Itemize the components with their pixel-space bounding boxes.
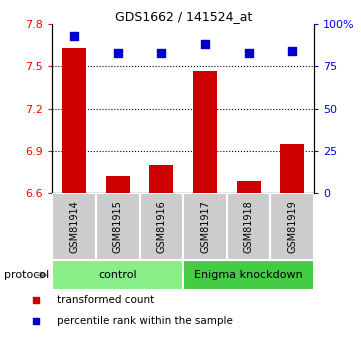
Point (202, 42, 208, 47)
Bar (149, 165, 173, 193)
Text: GSM81915: GSM81915 (113, 200, 123, 253)
Bar (96, 193, 140, 260)
Bar (193, 71, 217, 193)
Bar (280, 144, 304, 193)
Text: GSM81914: GSM81914 (69, 200, 79, 253)
Text: GSM81918: GSM81918 (244, 200, 254, 253)
Bar (52, 193, 96, 260)
Text: transformed count: transformed count (57, 295, 155, 305)
Point (71, 33, 77, 39)
Point (33, 297, 39, 303)
Text: control: control (99, 270, 137, 280)
Text: percentile rank within the sample: percentile rank within the sample (57, 316, 233, 326)
Point (158, 50, 164, 56)
Point (115, 50, 121, 56)
Bar (227, 193, 270, 260)
Point (290, 48, 295, 54)
Bar (52, 260, 183, 290)
Text: GSM81916: GSM81916 (156, 200, 166, 253)
Point (246, 50, 252, 56)
Bar (62, 48, 86, 193)
Bar (270, 193, 314, 260)
Bar (183, 260, 314, 290)
Bar (237, 180, 261, 193)
Text: protocol: protocol (4, 270, 49, 280)
Bar (106, 176, 130, 193)
Point (33, 318, 39, 324)
Bar (140, 193, 183, 260)
Title: GDS1662 / 141524_at: GDS1662 / 141524_at (114, 10, 252, 23)
Text: Enigma knockdown: Enigma knockdown (194, 270, 303, 280)
Text: GSM81919: GSM81919 (287, 200, 297, 253)
Bar (183, 193, 227, 260)
Text: GSM81917: GSM81917 (200, 200, 210, 253)
